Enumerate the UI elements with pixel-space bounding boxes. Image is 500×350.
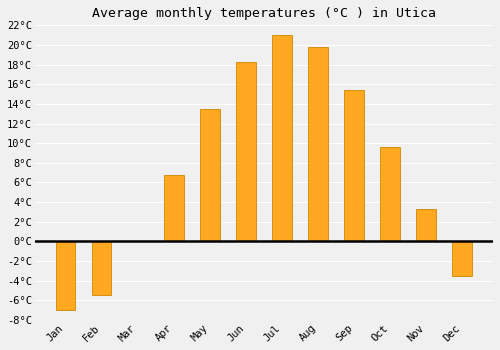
Bar bbox=[164, 175, 184, 242]
Bar bbox=[92, 241, 112, 295]
Bar bbox=[236, 62, 256, 242]
Bar bbox=[416, 209, 436, 241]
Bar bbox=[452, 241, 472, 276]
Bar bbox=[56, 241, 76, 310]
Bar bbox=[380, 147, 400, 242]
Bar bbox=[200, 109, 220, 241]
Bar bbox=[308, 47, 328, 241]
Title: Average monthly temperatures (°C ) in Utica: Average monthly temperatures (°C ) in Ut… bbox=[92, 7, 436, 20]
Bar bbox=[344, 90, 364, 242]
Bar bbox=[272, 35, 292, 242]
